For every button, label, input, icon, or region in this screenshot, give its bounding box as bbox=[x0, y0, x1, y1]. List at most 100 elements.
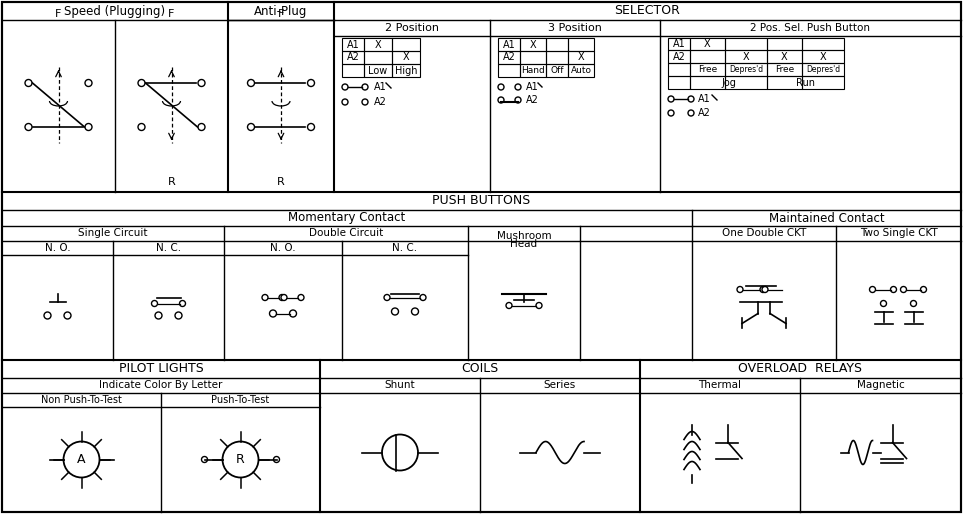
Bar bbox=[392, 38, 420, 51]
Bar bbox=[802, 63, 844, 76]
Bar bbox=[520, 64, 546, 77]
Text: 3 Position: 3 Position bbox=[548, 23, 602, 33]
Text: A1: A1 bbox=[347, 40, 359, 49]
Text: F: F bbox=[277, 9, 284, 19]
Circle shape bbox=[362, 84, 368, 90]
Text: Depres'd: Depres'd bbox=[806, 65, 840, 74]
Bar bbox=[690, 76, 725, 89]
Text: Non Push-To-Test: Non Push-To-Test bbox=[41, 395, 122, 405]
Circle shape bbox=[880, 301, 887, 306]
Bar bbox=[690, 38, 725, 50]
Bar bbox=[767, 50, 802, 63]
Bar bbox=[725, 38, 767, 50]
Bar bbox=[520, 38, 546, 51]
Bar bbox=[520, 51, 546, 64]
Bar bbox=[342, 64, 364, 77]
Circle shape bbox=[198, 123, 205, 131]
Bar bbox=[342, 51, 364, 64]
Bar bbox=[767, 38, 802, 50]
Text: A1: A1 bbox=[374, 82, 387, 92]
Bar bbox=[568, 38, 594, 51]
Text: X: X bbox=[781, 51, 788, 62]
Text: X: X bbox=[375, 40, 381, 49]
Circle shape bbox=[64, 312, 71, 319]
Text: Speed (Plugging): Speed (Plugging) bbox=[65, 5, 166, 17]
Bar bbox=[668, 63, 690, 76]
Bar bbox=[802, 50, 844, 63]
Text: One Double CKT: One Double CKT bbox=[722, 229, 806, 238]
Text: PUSH BUTTONS: PUSH BUTTONS bbox=[432, 194, 531, 208]
Bar bbox=[802, 38, 844, 50]
Circle shape bbox=[382, 434, 418, 470]
Circle shape bbox=[64, 442, 99, 478]
Circle shape bbox=[760, 286, 766, 292]
Text: Free: Free bbox=[698, 65, 717, 74]
Circle shape bbox=[44, 312, 51, 319]
Text: Single Circuit: Single Circuit bbox=[78, 229, 147, 238]
Bar bbox=[725, 63, 767, 76]
Circle shape bbox=[515, 97, 521, 103]
Circle shape bbox=[201, 456, 207, 463]
Circle shape bbox=[342, 84, 348, 90]
Text: N. O.: N. O. bbox=[271, 243, 296, 253]
Circle shape bbox=[498, 84, 504, 90]
Bar bbox=[767, 63, 802, 76]
Text: X: X bbox=[403, 52, 409, 63]
Text: N. C.: N. C. bbox=[393, 243, 418, 253]
Circle shape bbox=[138, 80, 145, 86]
Circle shape bbox=[910, 301, 917, 306]
Text: Head: Head bbox=[510, 239, 537, 249]
Circle shape bbox=[85, 80, 92, 86]
Text: Two Single CKT: Two Single CKT bbox=[860, 229, 937, 238]
Circle shape bbox=[151, 301, 158, 306]
Text: OVERLOAD  RELAYS: OVERLOAD RELAYS bbox=[739, 362, 863, 376]
Circle shape bbox=[737, 286, 743, 292]
Bar bbox=[767, 76, 802, 89]
Text: Hand: Hand bbox=[521, 66, 545, 75]
Text: X: X bbox=[742, 51, 749, 62]
Bar bbox=[802, 76, 844, 89]
Circle shape bbox=[891, 286, 897, 292]
Bar bbox=[546, 38, 568, 51]
Text: A2: A2 bbox=[503, 52, 515, 63]
Circle shape bbox=[262, 295, 268, 301]
Circle shape bbox=[498, 97, 504, 103]
Text: X: X bbox=[530, 40, 536, 49]
Circle shape bbox=[155, 312, 162, 319]
Text: Shunt: Shunt bbox=[384, 380, 415, 391]
Text: A1: A1 bbox=[698, 94, 711, 104]
Text: Depres'd: Depres'd bbox=[729, 65, 763, 74]
Circle shape bbox=[411, 308, 419, 315]
Text: X: X bbox=[578, 52, 585, 63]
Circle shape bbox=[273, 456, 279, 463]
Text: X: X bbox=[820, 51, 826, 62]
Circle shape bbox=[536, 303, 542, 308]
Text: A2: A2 bbox=[347, 52, 359, 63]
Text: Indicate Color By Letter: Indicate Color By Letter bbox=[99, 380, 222, 391]
Text: F: F bbox=[169, 9, 174, 19]
Bar bbox=[568, 51, 594, 64]
Text: A2: A2 bbox=[526, 95, 539, 105]
Circle shape bbox=[362, 99, 368, 105]
Circle shape bbox=[688, 110, 694, 116]
Text: A1: A1 bbox=[503, 40, 515, 49]
Text: Low: Low bbox=[369, 65, 388, 76]
Circle shape bbox=[279, 295, 285, 301]
Circle shape bbox=[688, 96, 694, 102]
Bar bbox=[364, 64, 392, 77]
Text: A2: A2 bbox=[698, 108, 711, 118]
Text: Double Circuit: Double Circuit bbox=[309, 229, 383, 238]
Text: 2 Pos. Sel. Push Button: 2 Pos. Sel. Push Button bbox=[750, 23, 871, 33]
Bar bbox=[392, 64, 420, 77]
Bar bbox=[668, 76, 690, 89]
Text: Anti-Plug: Anti-Plug bbox=[254, 5, 308, 17]
Bar bbox=[668, 38, 690, 50]
Text: COILS: COILS bbox=[461, 362, 499, 376]
Text: Mushroom: Mushroom bbox=[497, 231, 551, 241]
Circle shape bbox=[384, 295, 390, 301]
Bar bbox=[392, 51, 420, 64]
Circle shape bbox=[175, 312, 182, 319]
Circle shape bbox=[222, 442, 258, 478]
Circle shape bbox=[420, 295, 426, 301]
Bar bbox=[546, 51, 568, 64]
